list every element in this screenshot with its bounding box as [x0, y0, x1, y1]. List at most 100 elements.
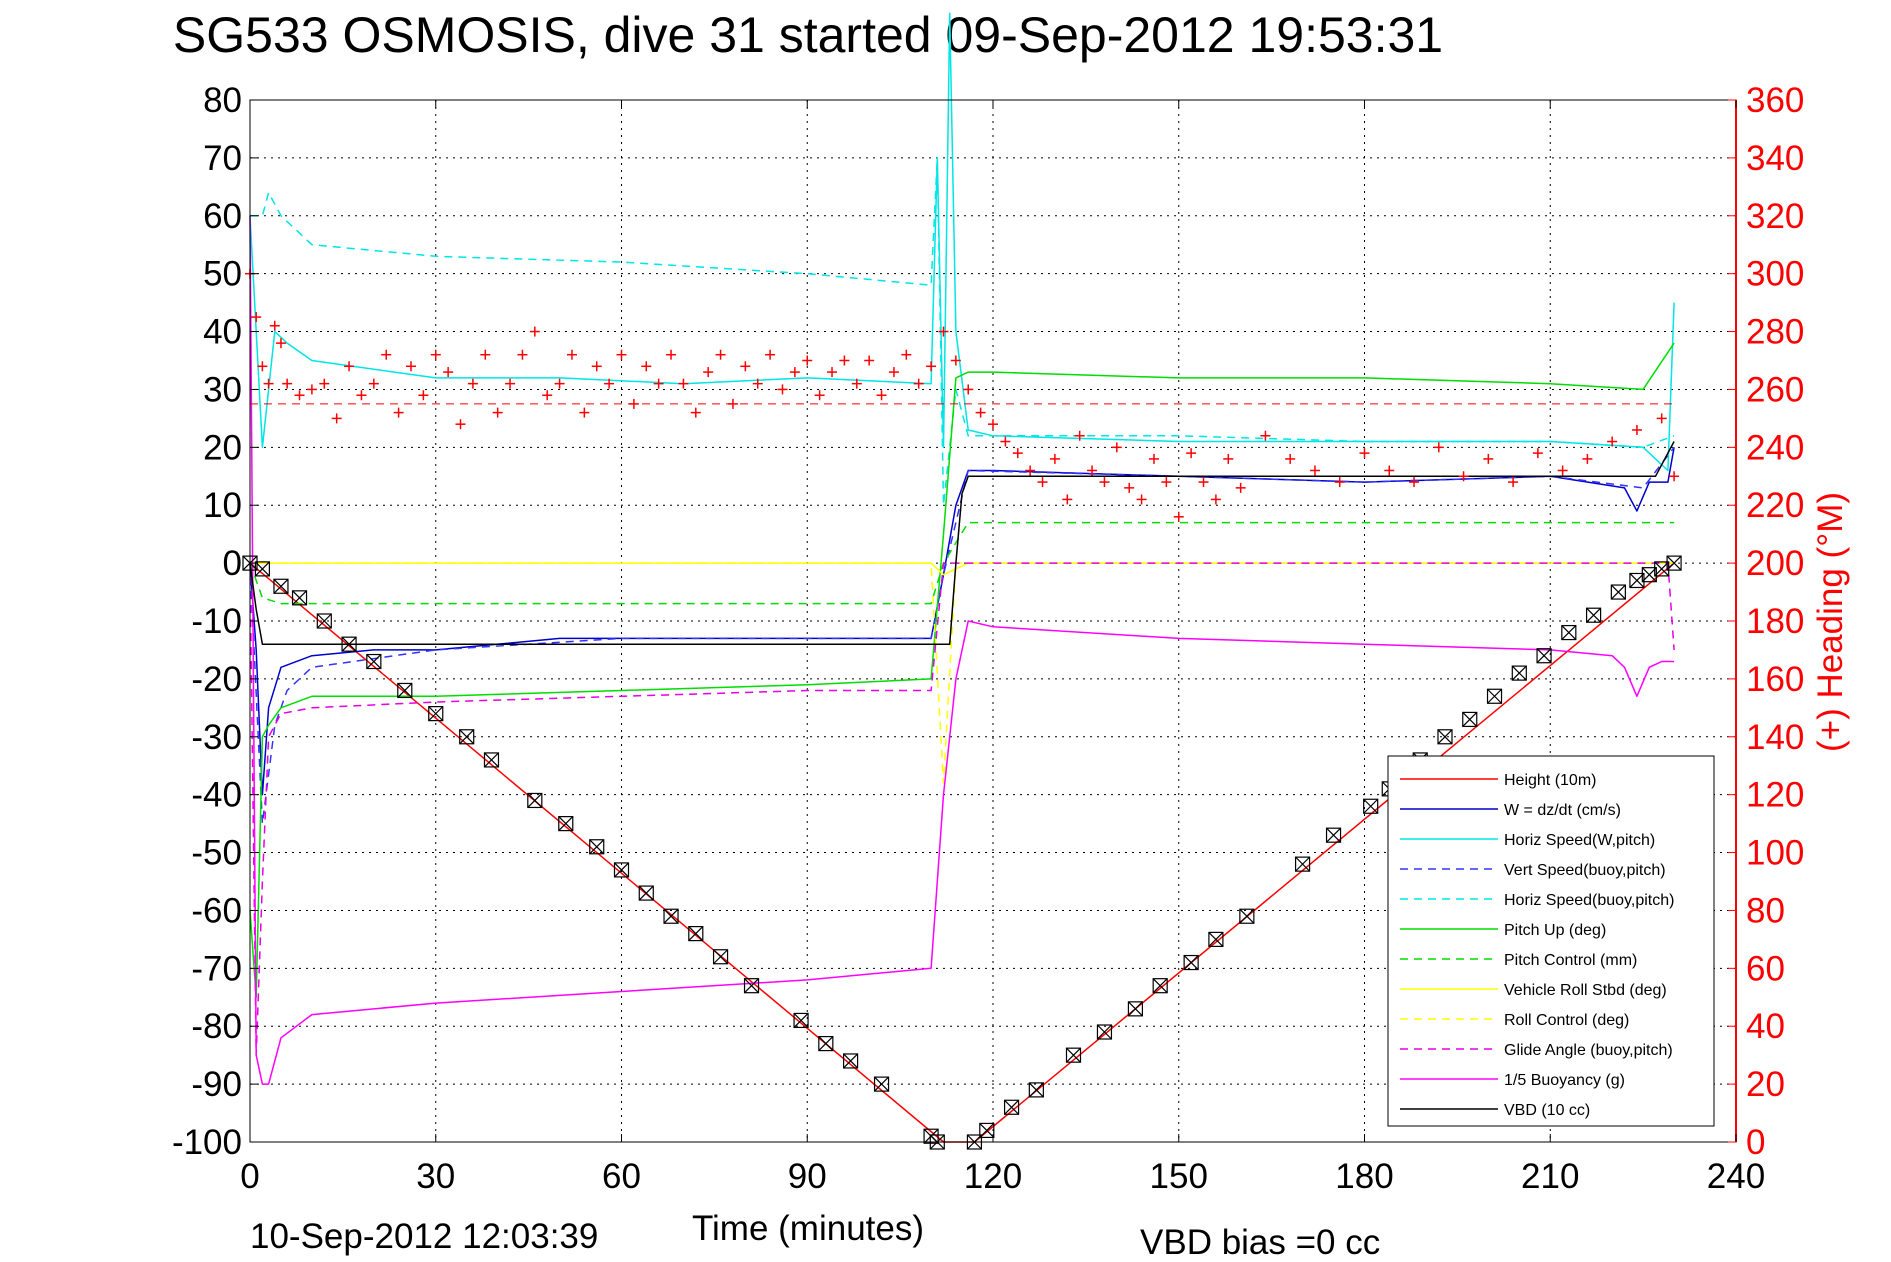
height-marker [613, 862, 630, 878]
y-tick-label: 70 [203, 139, 242, 178]
heading-marker [1074, 430, 1085, 441]
right-axis-label: (+) Heading (°M) [1811, 492, 1850, 752]
legend-entry: Pitch Control (mm) [1400, 952, 1637, 969]
heading-marker [789, 367, 800, 378]
height-marker [1003, 1099, 1020, 1115]
legend-entry: Vert Speed(buoy,pitch) [1400, 862, 1666, 879]
heading-marker [1656, 413, 1667, 424]
heading-marker [467, 378, 478, 389]
height-marker [1561, 624, 1577, 641]
legend-label: Pitch Up (deg) [1504, 922, 1606, 939]
heading-marker [814, 390, 825, 401]
right-tick-label: 220 [1746, 486, 1804, 525]
heading-marker [690, 407, 701, 418]
height-marker [712, 949, 729, 965]
height-marker [341, 636, 357, 652]
heading-marker [678, 378, 689, 389]
x-tick-label: 60 [602, 1157, 641, 1196]
right-tick-label: 320 [1746, 197, 1804, 236]
height-marker [663, 908, 679, 924]
heading-marker [641, 361, 652, 372]
heading-marker [1582, 453, 1593, 464]
height-marker [1666, 555, 1682, 571]
right-tick-label: 200 [1746, 544, 1804, 583]
right-tick-label: 80 [1746, 891, 1785, 930]
heading-marker [628, 398, 639, 409]
heading-marker [1433, 442, 1444, 453]
heading-marker [282, 378, 293, 389]
height-marker [818, 1035, 834, 1052]
heading-marker [1012, 448, 1023, 459]
height-marker [254, 561, 270, 577]
right-tick-label: 100 [1746, 834, 1804, 873]
right-tick-label: 340 [1746, 139, 1804, 178]
heading-marker [1557, 465, 1568, 476]
series-line-pitch-up-deg [249, 342, 1675, 999]
heading-marker [356, 390, 367, 401]
heading-marker [975, 407, 986, 418]
height-marker [1065, 1047, 1082, 1063]
heading-marker [275, 338, 286, 349]
heading-marker [851, 378, 862, 389]
y-tick-label: -80 [191, 1007, 242, 1046]
heading-marker [1087, 465, 1098, 476]
height-marker [1096, 1024, 1113, 1040]
heading-marker [752, 378, 763, 389]
heading-marker [777, 384, 788, 395]
y-tick-label: 10 [203, 486, 242, 525]
x-tick-label: 180 [1335, 1157, 1393, 1196]
heading-marker [1161, 477, 1172, 488]
y-tick-label: 20 [203, 428, 242, 467]
heading-marker [666, 349, 677, 360]
y-tick-label: -20 [191, 660, 242, 699]
heading-marker [368, 378, 379, 389]
y-tick-label: 0 [223, 544, 242, 583]
heading-marker [1210, 494, 1221, 505]
heading-marker [1235, 482, 1246, 493]
heading-marker [319, 378, 330, 389]
heading-marker [913, 378, 924, 389]
height-marker [291, 590, 308, 606]
heading-marker [1124, 482, 1135, 493]
height-marker [873, 1076, 890, 1092]
heading-marker [1186, 448, 1197, 459]
legend-label: Horiz Speed(W,pitch) [1504, 832, 1655, 849]
series-line-vbd-10-cc [249, 441, 1675, 645]
chart-title: SG533 OSMOSIS, dive 31 started 09-Sep-20… [173, 7, 1443, 63]
heading-marker [1049, 453, 1060, 464]
y-tick-label: 50 [203, 255, 242, 294]
legend: Height (10m) W = dz/dt (cm/s) Horiz Speed(… [1387, 755, 1715, 1127]
height-marker [316, 613, 332, 629]
height-marker [1610, 584, 1626, 600]
heading-marker [418, 390, 429, 401]
heading-marker [864, 355, 875, 366]
legend-label: Height (10m) [1504, 772, 1596, 789]
legend-label: Horiz Speed(buoy,pitch) [1504, 892, 1674, 909]
right-tick-label: 240 [1746, 428, 1804, 467]
y-tick-label: -70 [191, 949, 242, 988]
heading-marker [1384, 465, 1395, 476]
height-marker [1511, 665, 1527, 681]
heading-marker [529, 326, 540, 337]
height-marker [1294, 856, 1311, 872]
heading-marker [1173, 511, 1184, 522]
heading-marker [1198, 477, 1209, 488]
height-marker [558, 816, 574, 832]
heading-marker [1631, 424, 1642, 435]
series-line-1-5-buoyancy-g [249, 215, 1675, 1085]
heading-marker [294, 390, 305, 401]
right-tick-label: 180 [1746, 602, 1804, 641]
height-marker [483, 752, 500, 768]
heading-marker [901, 349, 912, 360]
height-marker [1028, 1082, 1044, 1098]
legend-entry: Horiz Speed(W,pitch) [1400, 832, 1655, 849]
heading-marker [1136, 494, 1147, 505]
height-marker [1585, 607, 1602, 623]
heading-marker [1309, 465, 1320, 476]
heading-marker [988, 419, 998, 430]
heading-marker [263, 378, 274, 389]
heading-marker [517, 349, 528, 360]
right-tick-label: 40 [1746, 1007, 1785, 1046]
y-tick-label: 40 [203, 313, 242, 352]
